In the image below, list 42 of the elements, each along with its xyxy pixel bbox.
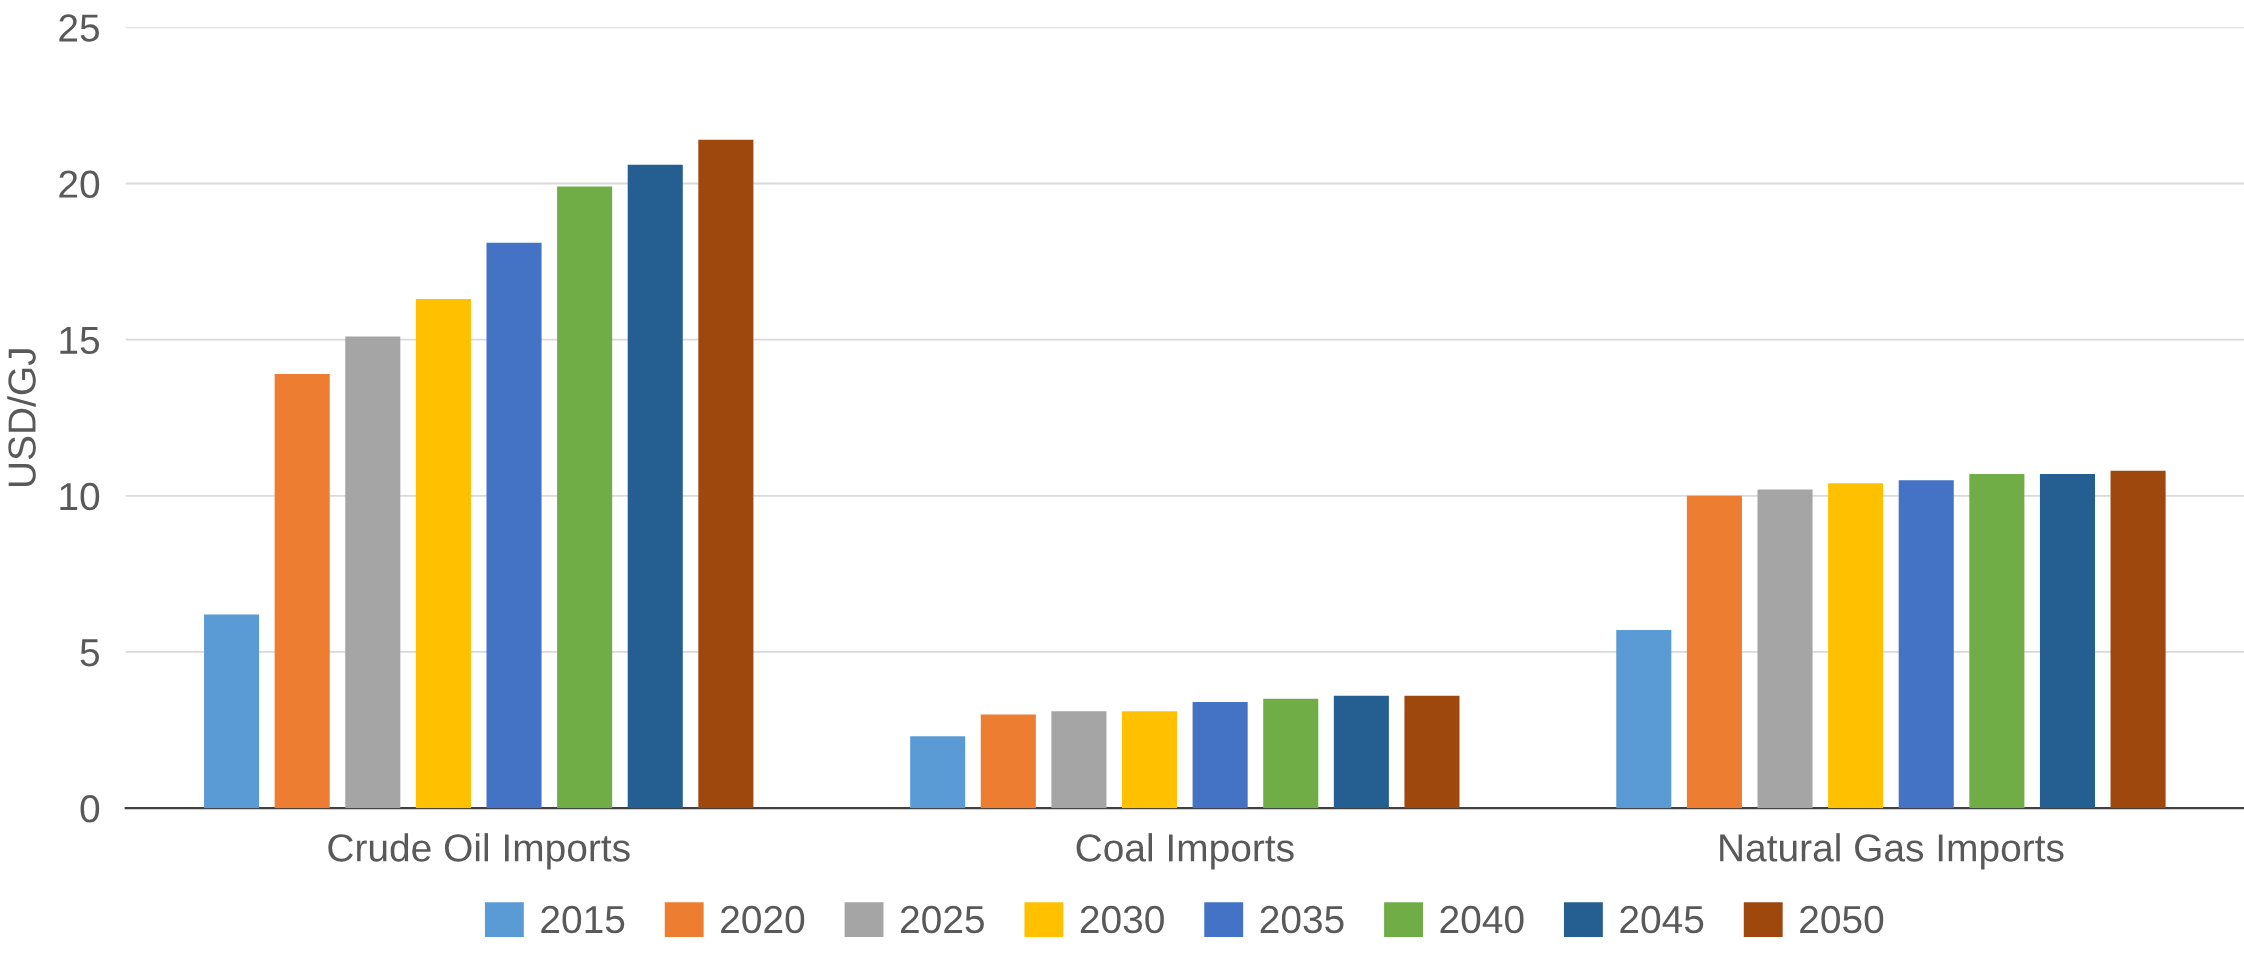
legend-label: 2035 [1260,905,1344,934]
bar [204,614,260,809]
bar [627,164,683,809]
legend-label: 2045 [1620,905,1704,934]
bar [698,139,754,809]
bar [1686,495,1742,809]
bar [1828,483,1884,809]
y-tick-label: 0 [80,795,100,823]
y-tick-label: 15 [60,326,100,355]
y-axis-title: USD/GJ [7,349,36,487]
bar [1121,711,1178,809]
bar [1616,630,1672,809]
x-tick-label: Crude Oil Imports [328,833,630,870]
bar [1898,480,1954,809]
bar [1263,698,1319,809]
bar [345,336,401,809]
bar [486,242,542,809]
x-tick-label: Natural Gas Imports [1720,833,2064,870]
bar [910,736,966,809]
bar [557,186,613,809]
bar [1192,701,1248,809]
bar [2039,473,2096,809]
legend-label: 2040 [1440,905,1524,934]
legend-label: 2015 [541,905,625,934]
bar [1051,711,1107,809]
bar [1404,695,1460,809]
legend-label: 2030 [1080,905,1164,934]
bar [980,714,1036,809]
x-tick-label: Coal Imports [1076,833,1294,870]
legend-label: 2025 [901,905,984,934]
bar [415,299,471,809]
bar [1333,695,1389,809]
y-tick-label: 20 [59,170,100,198]
y-tick-label: 10 [60,482,100,511]
bar [274,374,330,809]
legend-label: 2020 [721,905,805,934]
bar [2110,470,2166,809]
y-tick-label: 5 [80,639,100,667]
y-tick-label: 25 [59,14,100,42]
legend-label: 2050 [1800,905,1884,934]
bar [1969,473,2025,809]
bar [1757,489,1813,809]
